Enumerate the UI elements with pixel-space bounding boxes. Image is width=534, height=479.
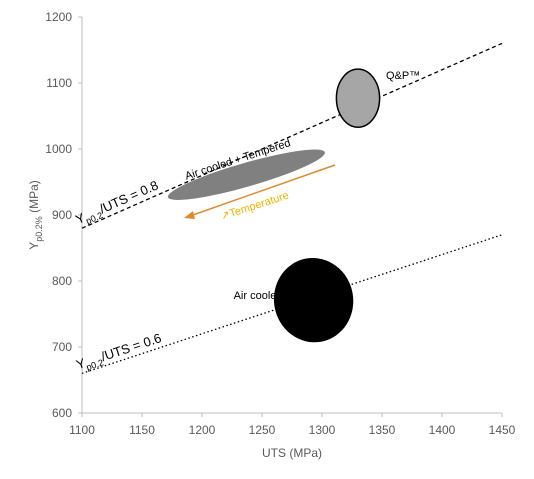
temperature-arrow xyxy=(189,164,336,217)
ratio-line-label: Yp0.2/UTS = 0.6 xyxy=(74,330,164,375)
y-tick-label: 1200 xyxy=(45,10,72,24)
data-region xyxy=(273,257,354,343)
label-rest: /UTS = 0.8 xyxy=(97,177,160,216)
x-tick-label: 1450 xyxy=(489,423,516,437)
ratio-line xyxy=(81,42,503,229)
y-title-sub: p0.2% xyxy=(34,216,44,242)
legend-label: Air cooled xyxy=(234,290,283,302)
y-tick-label: 900 xyxy=(52,208,72,222)
x-tick-label: 1150 xyxy=(129,423,155,437)
y-tick-label: 700 xyxy=(52,340,72,354)
x-axis-title: UTS (MPa) xyxy=(262,446,322,460)
legend-label: Q&P™ xyxy=(386,70,420,82)
arrow-head xyxy=(184,211,195,219)
x-tick-label: 1200 xyxy=(189,423,216,437)
ratio-line-label: Yp0.2/UTS = 0.8 xyxy=(73,177,161,229)
y-tick-label: 800 xyxy=(52,274,72,288)
y-tick-label: 1100 xyxy=(46,76,72,90)
y-title-main: Y xyxy=(27,242,41,250)
x-tick-label: 1400 xyxy=(429,423,456,437)
y-tick-label: 1000 xyxy=(45,142,72,156)
data-region xyxy=(167,149,325,200)
x-tick-label: 1300 xyxy=(309,423,336,437)
y-title-rest: (MPa) xyxy=(27,180,41,216)
label-rest: /UTS = 0.6 xyxy=(99,330,163,364)
x-tick-label: 1100 xyxy=(69,423,95,437)
x-tick-label: 1350 xyxy=(369,423,396,437)
data-region xyxy=(335,68,381,128)
x-tick-label: 1250 xyxy=(249,423,276,437)
y-axis-title: Yp0.2% (MPa) xyxy=(27,180,44,250)
annotation: ↗Temperature xyxy=(219,190,290,223)
y-tick-label: 600 xyxy=(52,406,72,420)
